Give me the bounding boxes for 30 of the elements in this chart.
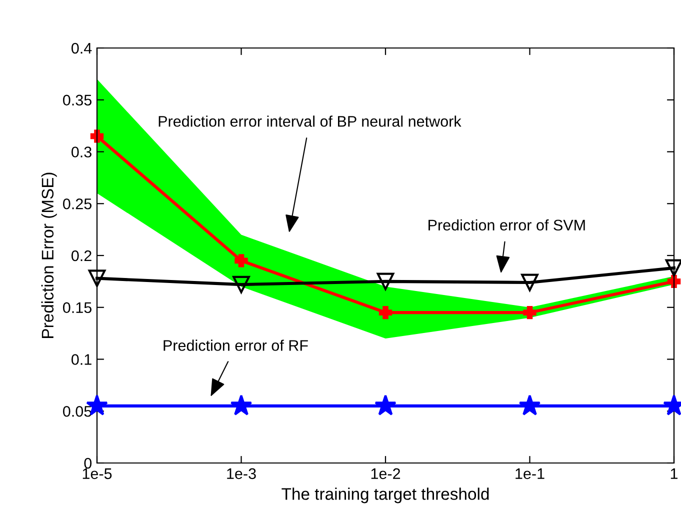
point xyxy=(523,306,536,320)
point xyxy=(665,259,681,277)
y-tick-label: 0.05 xyxy=(63,406,92,417)
x-axis-title: The training target threshold xyxy=(282,488,489,504)
point xyxy=(374,394,396,416)
annotation: Prediction error of SVM xyxy=(428,219,585,231)
annotation: Prediction error of RF xyxy=(164,340,308,351)
point xyxy=(518,394,541,416)
x-tick-label: 1e-3 xyxy=(227,468,256,480)
y-tick-label: 0.35 xyxy=(63,94,92,106)
point xyxy=(230,394,252,416)
y-tick-label: 0.25 xyxy=(63,198,92,210)
point xyxy=(521,274,538,292)
point xyxy=(376,272,394,290)
x-tick-label: 1e-2 xyxy=(371,468,400,480)
y-tick-label: 0.1 xyxy=(72,354,92,365)
y-tick-label: 0.2 xyxy=(72,250,92,262)
point xyxy=(234,254,248,268)
x-tick-label: 1e-5 xyxy=(82,468,112,480)
y-tick-label: 0.15 xyxy=(63,302,92,314)
y-tick-label: 0 xyxy=(84,458,92,469)
x-tick-label: 1e-1 xyxy=(516,468,544,480)
point xyxy=(88,270,106,288)
y-tick-label: 0.3 xyxy=(72,146,92,158)
y-axis-title: Prediction Error (MSE) xyxy=(41,172,57,338)
point xyxy=(378,306,392,320)
annotation: Prediction error interval of BP neural network xyxy=(158,116,462,127)
x-tick-label: 1 xyxy=(670,468,678,479)
point xyxy=(232,276,250,294)
y-tick-label: 0.4 xyxy=(72,42,92,54)
